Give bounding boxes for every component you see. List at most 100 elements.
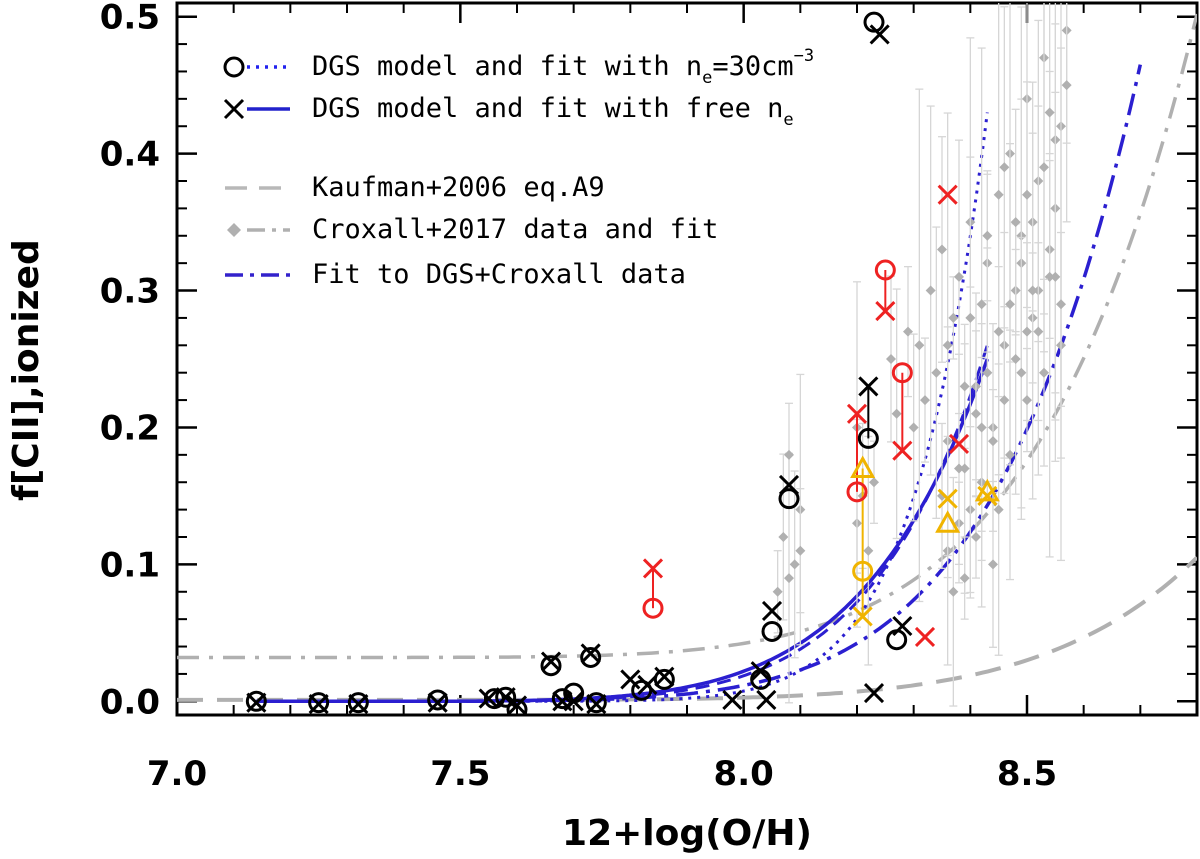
- dgs-cross-point: [869, 24, 890, 45]
- dgs-cross-point: [427, 692, 448, 713]
- legend-label-sup: −3: [794, 46, 814, 66]
- dgs-fit-dashed-curve: [256, 344, 989, 703]
- dgs-fit-ne30-curve: [256, 112, 989, 703]
- dgs-circle-point: [846, 481, 868, 503]
- dgs-cross-point: [750, 661, 771, 682]
- croxall-point: [1056, 299, 1066, 310]
- croxall-point: [931, 367, 942, 378]
- dgs-circle-point: [347, 692, 369, 714]
- croxall-point: [1016, 367, 1027, 378]
- dgs-circle-point: [778, 488, 800, 510]
- dgs-circle-point: [308, 692, 330, 714]
- croxall-point: [908, 422, 919, 433]
- y-tick-label: 0.4: [100, 135, 160, 175]
- croxall-point: [954, 271, 964, 282]
- dgs-circle-point: [580, 646, 602, 668]
- dgs-circle-point: [495, 686, 517, 708]
- legend-label-sub: e: [783, 110, 793, 130]
- croxall-point: [988, 559, 998, 570]
- dgs-cross-point: [892, 440, 913, 461]
- croxall-point: [914, 340, 925, 351]
- dgs-fit-free-ne-curve: [256, 358, 989, 704]
- dgs-cross-point: [246, 692, 267, 713]
- dgs-cross-point: [846, 403, 868, 424]
- dgs-cross-point: [308, 693, 329, 715]
- dgs-cross-point: [875, 301, 896, 322]
- croxall-point: [772, 586, 783, 597]
- croxall-point: [959, 463, 970, 474]
- croxall-point: [886, 354, 896, 364]
- dgs-circle-point: [891, 362, 913, 384]
- croxall-point: [965, 312, 976, 323]
- dgs-circle-point: [863, 11, 885, 33]
- legend-entry: Fit to DGS+Croxall data: [225, 259, 686, 290]
- croxall-point: [1039, 367, 1049, 378]
- croxall-point: [959, 573, 970, 584]
- croxall-point: [954, 463, 964, 474]
- croxall-point: [1022, 395, 1032, 406]
- dgs-cross-point: [580, 643, 601, 664]
- dgs-cross-point: [495, 687, 516, 708]
- dgs-circle-point: [653, 668, 675, 690]
- dgs-cross-point: [563, 691, 584, 712]
- dgs-triangle-point: [850, 455, 876, 479]
- croxall-point: [778, 532, 789, 542]
- legend-label-main: Croxall+2017 data and fit: [312, 214, 718, 245]
- dgs-cross-point: [478, 688, 499, 709]
- croxall-data: [772, 3, 1072, 707]
- croxall-point: [1050, 271, 1061, 282]
- y-tick-label: 0.5: [100, 0, 160, 38]
- croxall-fit-curve: [177, 13, 1197, 660]
- croxall-point: [795, 545, 806, 556]
- legend-circle-marker: [223, 56, 245, 78]
- croxall-point: [1044, 107, 1055, 118]
- y-tick-label: 0.2: [100, 408, 160, 448]
- dgs-triangle-point: [935, 510, 961, 533]
- dgs-cross-point: [756, 689, 777, 710]
- dgs-cross-point: [654, 666, 675, 687]
- dgs-cross-point: [348, 693, 369, 715]
- x-tick-label: 7.5: [430, 754, 490, 794]
- croxall-point: [784, 573, 794, 584]
- dgs-cross-point: [858, 376, 879, 397]
- croxall-point: [903, 326, 913, 337]
- x-tick-label: 8.0: [714, 754, 774, 794]
- croxall-point: [976, 422, 987, 433]
- dgs-cross-point: [586, 693, 607, 715]
- dgs-cross-point: [852, 606, 873, 627]
- dgs-points: [245, 11, 1000, 715]
- legend-label: DGS model and fit with free ne: [312, 93, 794, 130]
- legend-diamond-marker: [227, 223, 241, 237]
- legend: DGS model and fit with ne=30cm−3 DGS mode…: [223, 46, 814, 290]
- dgs-circle-point: [506, 699, 528, 715]
- croxall-point: [789, 559, 800, 570]
- dgs-circle-point: [852, 560, 874, 582]
- dgs-cross-point: [892, 615, 913, 637]
- croxall-point: [993, 189, 1004, 200]
- croxall-point: [982, 230, 993, 241]
- axes: 7.0 7.5 8.0 8.5 0.0 0.1 0.2 0.3 0.4 0.5: [100, 0, 1199, 794]
- croxall-point: [993, 504, 1004, 515]
- dgs-cross-point: [620, 669, 641, 690]
- croxall-point: [925, 285, 936, 296]
- legend-label-main: Kaufman+2006 eq.A9: [312, 172, 605, 203]
- legend-label: DGS model and fit with ne=30cm−3: [312, 46, 814, 88]
- dgs-cross-point: [506, 695, 528, 715]
- dgs-circle-point: [874, 259, 896, 281]
- croxall-point: [920, 395, 930, 406]
- dgs-circle-point: [427, 689, 449, 711]
- dgs-cross-point: [722, 689, 743, 710]
- croxall-point: [1010, 217, 1021, 228]
- dgs-circle-point: [585, 692, 607, 714]
- dgs-circle-point: [761, 620, 783, 642]
- legend-entry: Croxall+2017 data and fit: [227, 214, 718, 245]
- dgs-circle-point: [540, 655, 562, 677]
- dgs-cross-point: [914, 626, 936, 648]
- legend-label: Fit to DGS+Croxall data: [312, 259, 686, 290]
- croxall-point: [982, 367, 993, 378]
- y-axis-title: f[CII],ionized: [6, 239, 47, 501]
- croxall-point: [1027, 285, 1038, 296]
- croxall-point: [1033, 326, 1044, 337]
- croxall-point: [1061, 80, 1072, 91]
